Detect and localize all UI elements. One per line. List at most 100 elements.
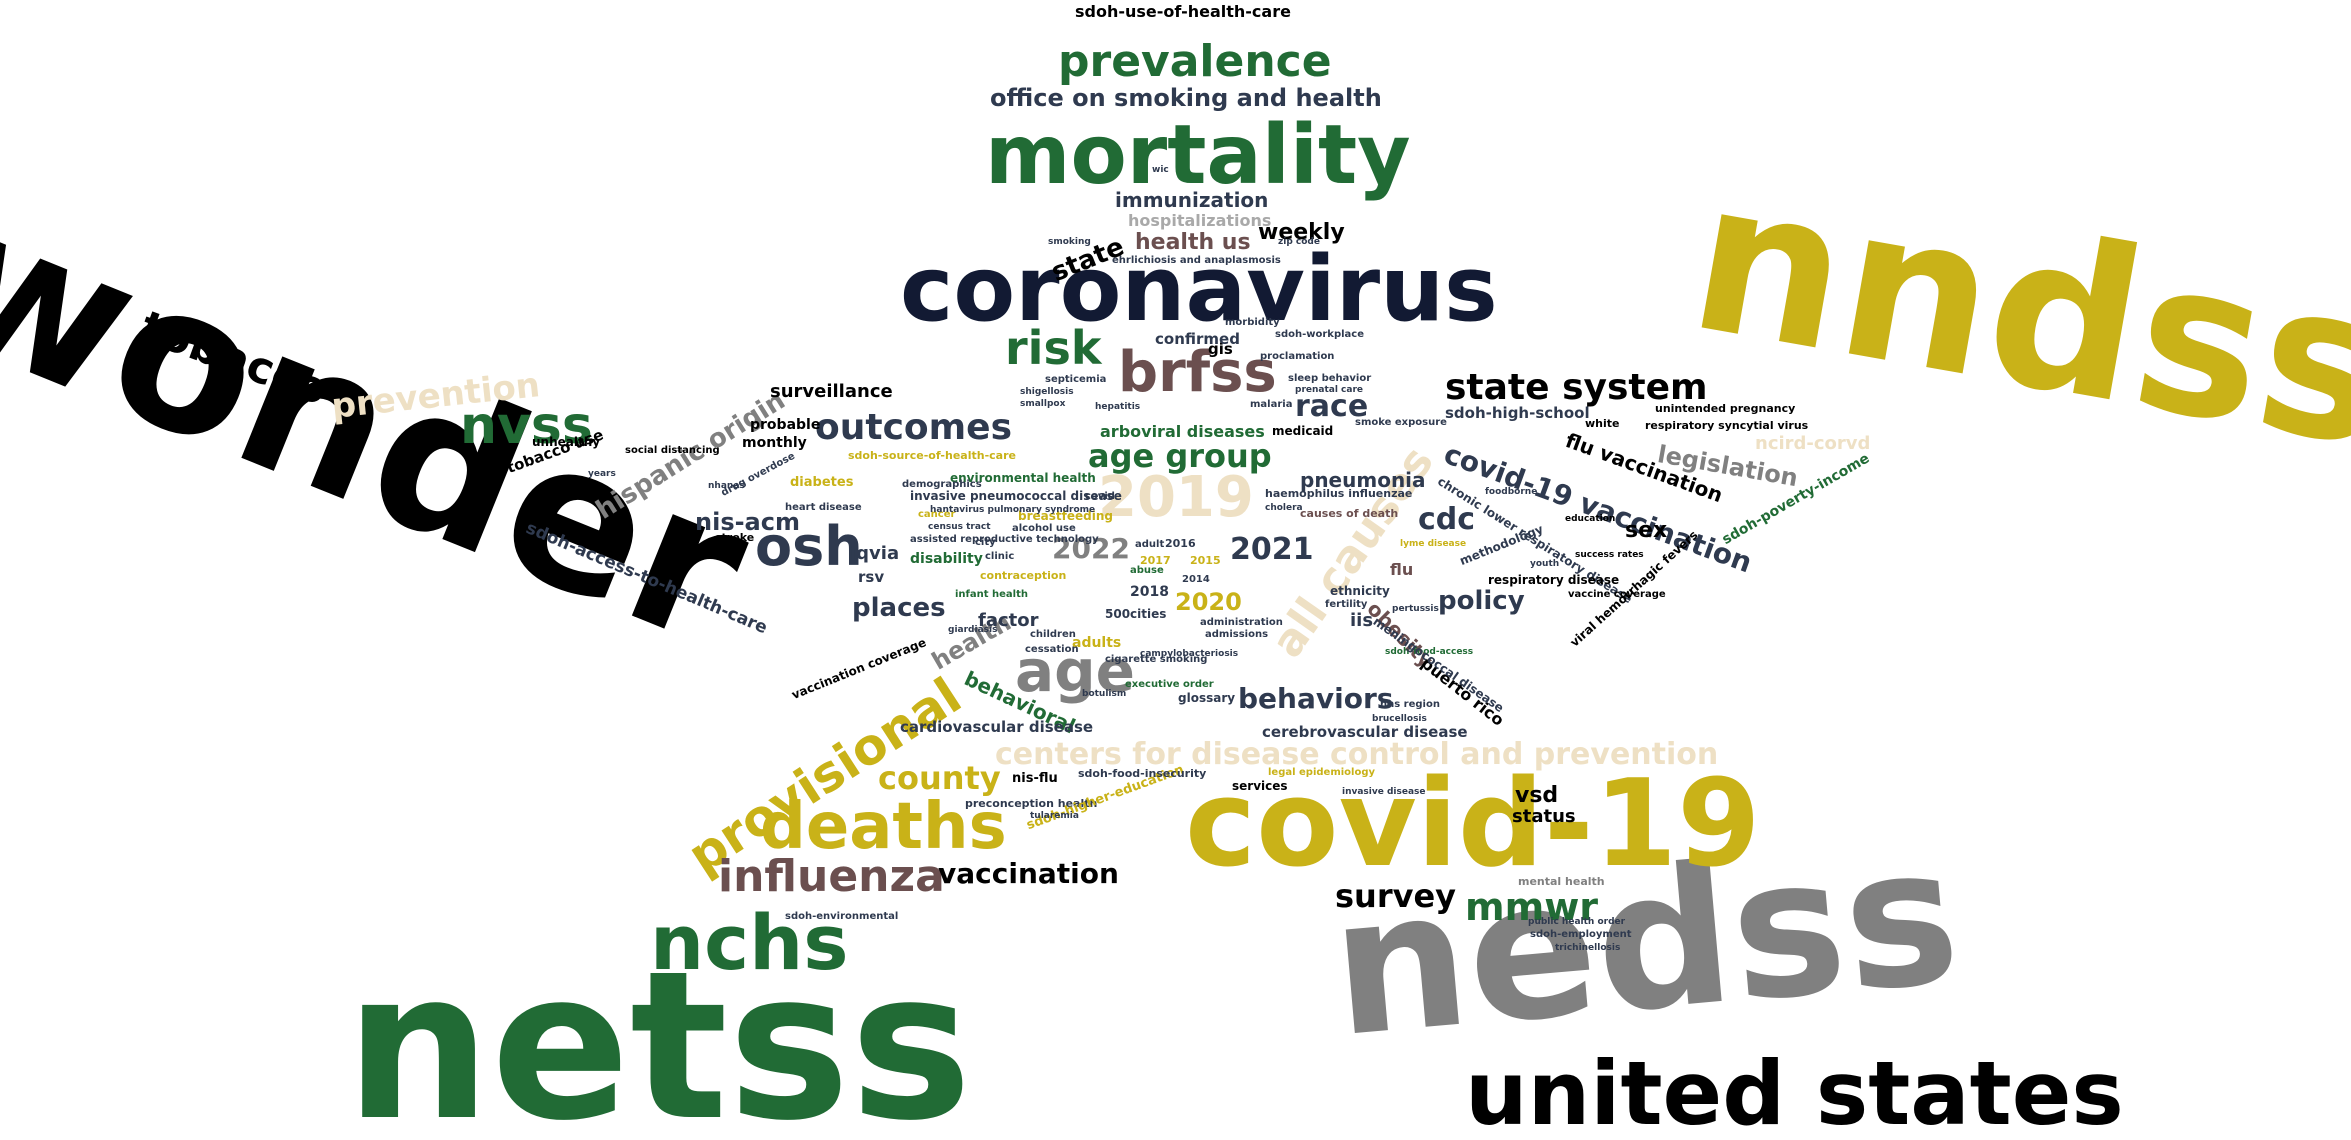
word-wic: wic (1152, 165, 1169, 175)
word-tularemia: tularemia (1030, 811, 1079, 821)
word-race: race (1295, 389, 1369, 424)
word-nhanes: nhanes (708, 481, 745, 491)
word-preconception-health: preconception health (965, 797, 1098, 810)
word-sdoh-source-of-health-care: sdoh-source-of-health-care (848, 449, 1016, 462)
word-state-system: state system (1445, 367, 1708, 408)
word-services: services (1232, 779, 1288, 793)
word-success-rates: success rates (1575, 550, 1644, 560)
word-mental-health: mental health (1518, 875, 1605, 888)
word-500cities: 500cities (1105, 607, 1167, 621)
word-risk: risk (1005, 321, 1102, 375)
word-shigellosis: shigellosis (1020, 387, 1074, 397)
word-2022: 2022 (1052, 532, 1130, 565)
word-behaviors: behaviors (1238, 682, 1394, 715)
word-education: education (1565, 514, 1616, 524)
word-sdoh-use-of-health-care: sdoh-use-of-health-care (1075, 2, 1291, 21)
word-nis-flu: nis-flu (1012, 771, 1058, 786)
word-census-tract: census tract (928, 522, 991, 532)
word-nis-acm: nis-acm (695, 508, 800, 536)
word-factor: factor (978, 610, 1039, 631)
word-vsd: vsd (1515, 783, 1559, 808)
word-hepatitis: hepatitis (1095, 402, 1141, 412)
word-fertility: fertility (1325, 599, 1368, 610)
word-ethnicity: ethnicity (1330, 584, 1390, 598)
word-iis: iis (1350, 610, 1374, 631)
word-survey: survey (1335, 877, 1457, 915)
word-zip-code: zip code (1278, 237, 1320, 247)
word-probable: probable (750, 417, 821, 433)
word-disability: disability (910, 551, 983, 567)
word-demographics: demographics (902, 479, 982, 490)
word-white: white (1585, 417, 1620, 430)
word-diabetes: diabetes (790, 475, 854, 490)
word-rsv: rsv (858, 568, 885, 586)
word-pneumonia: pneumonia (1300, 468, 1426, 492)
word-infant-health: infant health (955, 589, 1029, 600)
word-vaccination: vaccination (938, 857, 1119, 890)
word-outcomes: outcomes (815, 407, 1012, 448)
word-executive-order: executive order (1125, 679, 1214, 690)
word-septicemia: septicemia (1045, 374, 1107, 385)
word-haemophilus-influenzae: haemophilus influenzae (1265, 487, 1413, 500)
word-office-on-smoking: office on smoking and health (990, 84, 1382, 112)
word-immunization: immunization (1115, 188, 1269, 212)
word-cdc-full: centers for disease control and preventi… (995, 737, 1719, 772)
word-netss: netss (345, 928, 973, 1140)
word-united-states: united states (1465, 1042, 2124, 1140)
word-monthly: monthly (742, 435, 807, 451)
word-hospitalizations: hospitalizations (1128, 211, 1272, 230)
word-cholera: cholera (1265, 503, 1303, 513)
word-age-group: age group (1088, 437, 1272, 475)
word-mortality: mortality (985, 108, 1411, 203)
word-flu: flu (1390, 560, 1414, 579)
word-pertussis: pertussis (1392, 604, 1439, 614)
word-adults: adults (1072, 635, 1122, 651)
word-sdoh-high-school: sdoh-high-school (1445, 404, 1590, 422)
word-sleep-behavior: sleep behavior (1288, 373, 1372, 384)
word-2019: 2019 (1098, 465, 1254, 530)
word-morbidity: morbidity (1225, 317, 1280, 328)
word-breastfeeding: breastfeeding (1018, 509, 1113, 523)
word-assisted-reproductive: assisted reproductive technology (910, 534, 1099, 545)
word-2014: 2014 (1182, 574, 1210, 585)
word-2015: 2015 (1190, 554, 1221, 567)
word-children: children (1030, 629, 1076, 640)
word-cessation: cessation (1025, 644, 1079, 655)
word-administration: administration (1200, 617, 1283, 628)
word-covid-19: covid-19 (1185, 755, 1761, 894)
word-weekly: weekly (1258, 220, 1345, 245)
word-abuse: abuse (1130, 565, 1164, 576)
word-sdoh-employment: sdoh-employment (1530, 929, 1632, 940)
word-respiratory-disease: respiratory disease (1488, 573, 1620, 587)
word-places: places (852, 593, 946, 623)
word-cdc: cdc (1418, 502, 1476, 537)
word-osh: osh (755, 515, 863, 578)
word-arboviral-diseases: arboviral diseases (1100, 422, 1265, 441)
word-respiratory-syncytial-virus: respiratory syncytial virus (1645, 419, 1809, 432)
word-smoke-exposure: smoke exposure (1355, 417, 1447, 428)
word-sdoh-food-access: sdoh-food-access (1385, 647, 1474, 657)
word-smoking: smoking (1048, 237, 1091, 247)
word-social-distancing: social distancing (625, 445, 720, 456)
word-contraception: contraception (980, 569, 1067, 582)
word-clinic: clinic (985, 551, 1015, 562)
word-nvss: nvss (460, 396, 593, 456)
word-hhs-region: hhs region (1380, 699, 1440, 710)
word-years: years (588, 469, 616, 479)
word-invasive-pneumococcal: invasive pneumococcal disease (910, 489, 1122, 503)
word-lyme-disease: lyme disease (1400, 539, 1467, 549)
word-city: city (975, 537, 996, 548)
word-environmental-health: environmental health (950, 471, 1096, 485)
word-alcohol-use: alcohol use (1012, 523, 1076, 534)
word-cardiovascular-disease: cardiovascular disease (900, 718, 1094, 736)
word-age: age (1015, 637, 1135, 705)
word-surveillance: surveillance (770, 381, 893, 402)
word-brucellosis: brucellosis (1372, 714, 1427, 724)
word-status: status (1512, 806, 1576, 827)
word-2017: 2017 (1140, 554, 1171, 567)
word-stroke: stroke (715, 531, 755, 544)
word-youth: youth (1530, 559, 1560, 569)
word-cancer: cancer (918, 509, 956, 520)
word-botulism: botulism (1082, 689, 1127, 699)
